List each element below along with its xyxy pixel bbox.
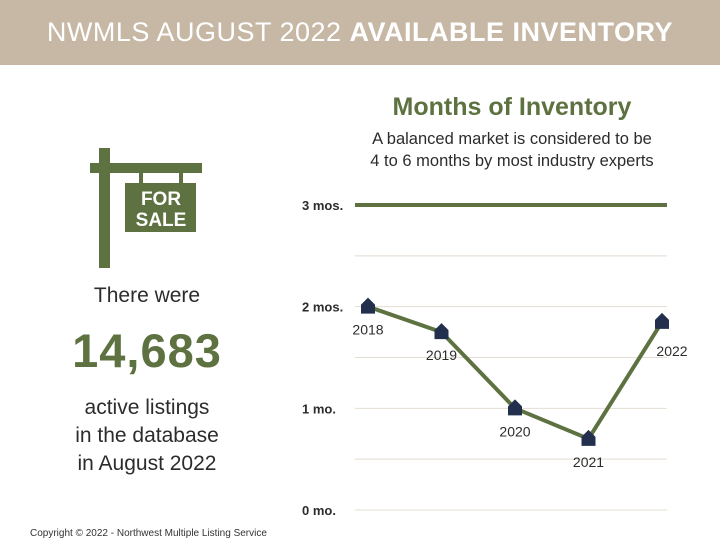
sign-arm <box>90 163 202 173</box>
chart-subtitle-line-2: 4 to 6 months by most industry experts <box>370 152 654 170</box>
y-tick-label: 3 mos. <box>302 198 343 213</box>
house-icon <box>361 297 375 314</box>
y-tick-label: 1 mo. <box>302 401 336 416</box>
y-tick-label: 0 mo. <box>302 503 336 518</box>
house-icon <box>508 399 522 416</box>
chart-subtitle-line-1: A balanced market is considered to be <box>372 130 652 148</box>
sign-board <box>125 183 196 232</box>
series-line <box>367 304 664 441</box>
sign-chain-right <box>179 173 183 184</box>
listings-lead: There were <box>93 284 201 307</box>
copyright-text: Copyright © 2022 - Northwest Multiple Li… <box>30 528 267 539</box>
sign-text-for: FOR <box>141 189 181 210</box>
y-tick-label: 2 mos. <box>302 300 343 315</box>
header-title-bold: AVAILABLE INVENTORY <box>349 17 674 47</box>
listings-count: 14,683 <box>72 324 222 377</box>
chart-title: Months of Inventory <box>392 93 632 121</box>
sign-post <box>99 148 110 268</box>
sign-chain-left <box>139 173 143 184</box>
header-banner: NWMLS AUGUST 2022 AVAILABLE INVENTORY <box>0 0 720 65</box>
header-title-regular: NWMLS AUGUST 2022 <box>46 17 342 47</box>
house-icon <box>434 323 449 340</box>
x-category-label: 2020 <box>499 423 530 439</box>
sign-text-sale: SALE <box>136 210 187 231</box>
house-icon <box>581 429 596 446</box>
for-sale-sign-icon: FOR SALE <box>90 148 202 268</box>
listings-line-1: active listings <box>84 396 210 419</box>
listings-line-2: in the database <box>75 424 219 447</box>
x-category-label: 2022 <box>656 343 687 359</box>
x-category-label: 2021 <box>573 454 604 470</box>
x-category-label: 2018 <box>352 322 383 338</box>
x-category-label: 2019 <box>426 347 457 363</box>
house-icon <box>655 312 669 329</box>
listings-line-3: in August 2022 <box>77 452 217 475</box>
